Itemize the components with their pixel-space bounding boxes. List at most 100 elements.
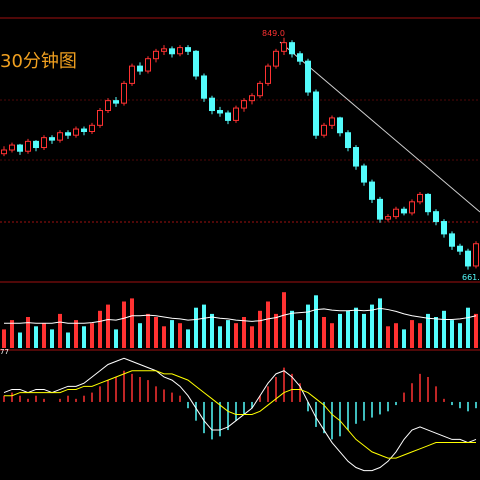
volume-bar	[178, 323, 182, 348]
volume-bar	[42, 323, 46, 348]
volume-bar	[290, 310, 294, 348]
volume-bar	[82, 326, 86, 348]
candle-body	[217, 110, 223, 114]
candle-body	[1, 149, 7, 155]
candle-body	[441, 221, 447, 235]
candle-body	[457, 245, 463, 252]
volume-bar	[98, 310, 102, 348]
candle-body	[353, 147, 359, 167]
candle-body	[193, 50, 199, 77]
candle-body	[289, 42, 295, 55]
volume-bar	[394, 323, 398, 348]
candle-body	[465, 250, 471, 267]
volume-bar	[274, 313, 278, 348]
volume-bar	[194, 307, 198, 348]
volume-bar	[474, 313, 478, 348]
volume-bar	[234, 323, 238, 348]
volume-bar	[306, 304, 310, 348]
macd-label: 77	[0, 348, 9, 356]
volume-bar	[466, 307, 470, 348]
candle-body	[337, 117, 343, 134]
candle-body	[281, 42, 287, 52]
candle-body	[177, 47, 183, 55]
volume-bar	[434, 317, 438, 348]
candle-body	[305, 60, 311, 93]
candle-body	[321, 124, 327, 136]
candle-body	[225, 112, 231, 121]
volume-bar	[298, 320, 302, 348]
candle-body	[113, 100, 119, 104]
volume-bar	[250, 326, 254, 348]
volume-bar	[362, 313, 366, 348]
candle-body	[145, 58, 151, 72]
candle-body	[41, 137, 47, 149]
candle-body	[121, 82, 127, 104]
candle-body	[433, 211, 439, 223]
volume-bar	[242, 317, 246, 348]
volume-bar	[314, 295, 318, 348]
candle-body	[9, 144, 15, 151]
candle-body	[153, 50, 159, 60]
candle-body	[273, 50, 279, 67]
dif-line	[3, 357, 477, 472]
volume-bar	[346, 310, 350, 348]
volume-bar	[450, 320, 454, 348]
volume-bar	[370, 304, 374, 348]
candle-body	[25, 140, 31, 152]
candle-body	[449, 233, 455, 247]
chart-title: 30分钟图	[0, 51, 77, 72]
volume-bar	[458, 323, 462, 348]
volume-bar	[74, 320, 78, 348]
candle-body	[17, 144, 23, 152]
candle-body	[265, 65, 271, 84]
candle-body	[369, 181, 375, 200]
candle-body	[473, 243, 479, 267]
volume-bar	[186, 329, 190, 348]
volume-bar	[18, 332, 22, 348]
candle-body	[257, 82, 263, 97]
candle-body	[65, 132, 71, 136]
candle-body	[249, 95, 255, 102]
candle-body	[201, 75, 207, 99]
volume-bar	[34, 326, 38, 348]
volume-bar	[354, 307, 358, 348]
volume-bar	[402, 329, 406, 348]
volume-bar	[2, 329, 6, 348]
candle-body	[345, 132, 351, 149]
candle-body	[33, 140, 39, 149]
volume-bar	[170, 320, 174, 348]
volume-bar	[442, 310, 446, 348]
high-label: 849.0	[262, 29, 285, 38]
volume-bar	[266, 301, 270, 348]
volume-bar	[26, 317, 30, 348]
volume-bar	[226, 320, 230, 348]
volume-bar	[338, 313, 342, 348]
volume-bar	[50, 329, 54, 348]
volume-ma-line	[4, 307, 477, 324]
candle-body	[185, 47, 191, 52]
volume-bar	[162, 326, 166, 348]
candle-body	[393, 208, 399, 218]
volume-bar	[106, 304, 110, 348]
volume-bar	[210, 313, 214, 348]
trend-line	[279, 41, 480, 213]
candle-body	[401, 208, 407, 214]
volume-bar	[426, 313, 430, 348]
volume-bar	[386, 326, 390, 348]
candle-body	[329, 117, 335, 126]
volume-bar	[418, 323, 422, 348]
volume-bar	[10, 320, 14, 348]
low-label: 661.	[462, 273, 480, 282]
volume-bar	[58, 313, 62, 348]
volume-bar	[66, 332, 70, 348]
candle-body	[89, 124, 95, 132]
candle-body	[73, 128, 79, 136]
candle-body	[49, 137, 55, 141]
candle-body	[425, 193, 431, 213]
volume-bar	[138, 323, 142, 348]
volume-bar	[218, 326, 222, 348]
candle-body	[81, 128, 87, 132]
volume-bar	[130, 298, 134, 348]
